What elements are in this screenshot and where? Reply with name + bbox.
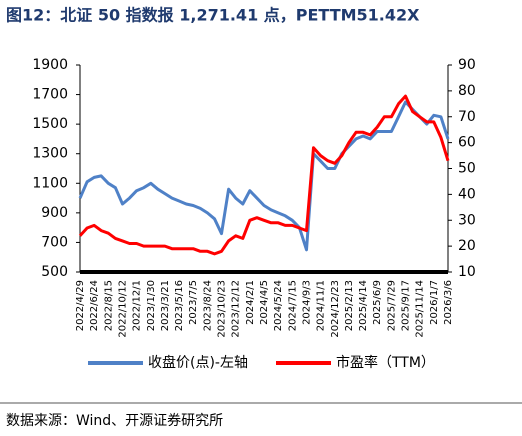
series-line (78, 94, 450, 256)
x-tick-label: 2022/4/29 (75, 280, 86, 331)
x-tick-label: 2024/12/23 (330, 280, 341, 338)
y-tick-label: 500 (41, 264, 68, 280)
y-tick-label: 1700 (32, 87, 68, 103)
y2-tick-label: 80 (458, 83, 476, 99)
x-tick-label: 2024/4/5 (259, 280, 270, 325)
y-tick-label: 1300 (32, 146, 68, 162)
x-tick-label: 2024/5/24 (273, 280, 284, 331)
source: 数据来源：Wind、开源证券研究所 (6, 413, 223, 429)
x-tick-label: 2023/8/24 (202, 280, 213, 331)
x-tick-label: 2026/1/7 (429, 280, 440, 325)
x-tick-label: 2023/7/5 (188, 280, 199, 325)
x-tick-label: 2025/9/17 (401, 280, 412, 331)
y2-tick-label: 50 (458, 161, 476, 177)
x-tick-label: 2024/11/1 (316, 280, 327, 331)
y2-tick-label: 20 (458, 238, 476, 254)
series-line (78, 100, 450, 252)
y-tick-label: 900 (41, 205, 68, 221)
x-tick-label: 2025/7/29 (386, 280, 397, 331)
x-tick-label: 2024/2/1 (245, 280, 256, 325)
x-tick-label: 2023/10/23 (217, 280, 228, 338)
y-tick-label: 700 (41, 234, 68, 250)
x-tick-label: 2025/2/13 (344, 280, 355, 331)
legend-label: 收盘价(点)-左轴 (148, 354, 248, 371)
x-tick-label: 2023/5/16 (174, 280, 185, 331)
y-tick-label: 1100 (32, 175, 68, 191)
x-tick-label: 2022/8/15 (103, 280, 114, 331)
y-tick-label: 1500 (32, 116, 68, 132)
x-tick-label: 2026/3/6 (443, 280, 454, 325)
y2-tick-label: 60 (458, 135, 476, 151)
x-tick-label: 2024/9/3 (301, 280, 312, 325)
y2-tick-label: 40 (458, 186, 476, 202)
x-tick-label: 2022/10/12 (117, 280, 128, 338)
x-tick-label: 2025/4/14 (358, 280, 369, 331)
x-tick-label: 2024/7/15 (287, 280, 298, 331)
x-tick-label: 2025/11/14 (415, 280, 426, 338)
x-tick-label: 2023/3/21 (160, 280, 171, 331)
y2-tick-label: 10 (458, 264, 476, 280)
y2-tick-label: 30 (458, 212, 476, 228)
y-tick-label: 1900 (32, 57, 68, 73)
x-tick-label: 2022/12/1 (132, 280, 143, 331)
y2-tick-label: 70 (458, 109, 476, 125)
legend-label: 市盈率（TTM） (336, 354, 435, 371)
x-tick-label: 2023/1/30 (146, 280, 157, 331)
chart-title: 图12：北证 50 指数报 1,271.41 点，PETTM51.42X (6, 6, 420, 25)
x-tick-label: 2025/6/9 (372, 280, 383, 325)
y2-tick-label: 90 (458, 57, 476, 73)
x-tick-label: 2022/6/24 (89, 280, 100, 331)
x-tick-label: 2023/12/12 (231, 280, 242, 338)
